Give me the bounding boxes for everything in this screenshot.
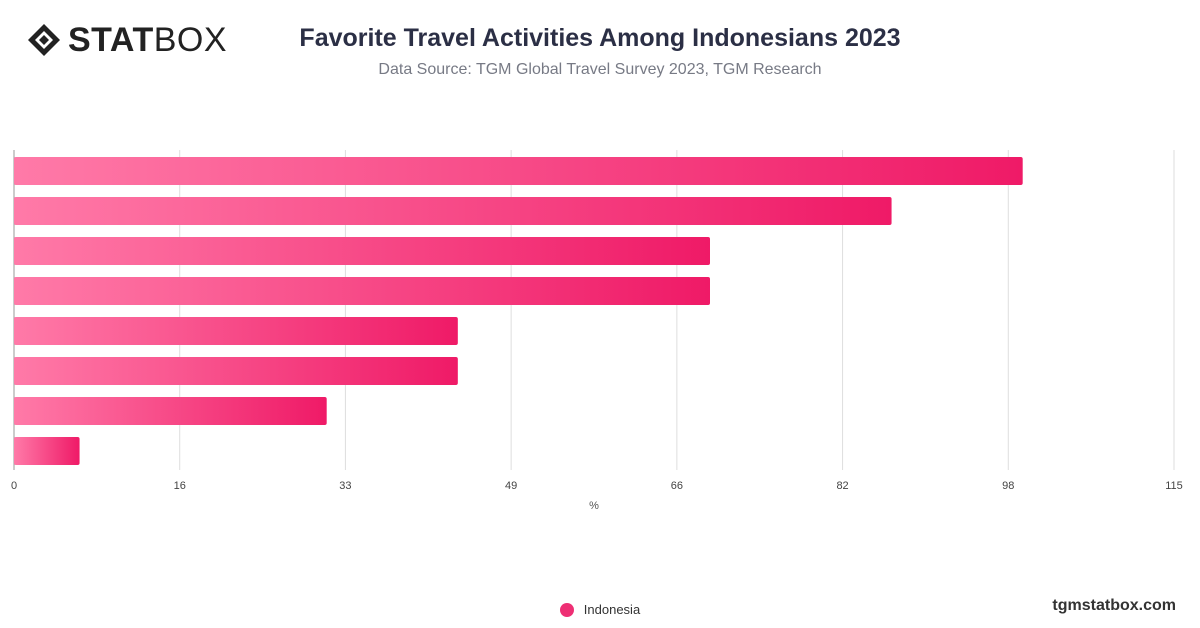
- x-tick-label: 115: [1165, 480, 1183, 492]
- bar[interactable]: [14, 397, 327, 425]
- chart-subtitle: Data Source: TGM Global Travel Survey 20…: [378, 61, 822, 78]
- bar[interactable]: [14, 157, 1023, 185]
- watermark: tgmstatbox.com: [1052, 597, 1176, 614]
- x-tick-label: 33: [339, 480, 351, 492]
- diamond-logo-icon: [28, 24, 60, 56]
- logo-wordmark: STATBOX: [68, 22, 227, 58]
- x-axis-ticks: 0 16 33 49 66 82 98 115: [11, 480, 1183, 492]
- bar[interactable]: [14, 357, 458, 385]
- x-tick-label: 98: [1002, 480, 1014, 492]
- bar[interactable]: [14, 317, 458, 345]
- statbox-logo: STATBOX: [26, 22, 227, 58]
- logo-light-text: BOX: [153, 21, 228, 59]
- logo-bold-text: STAT: [68, 21, 154, 59]
- bar[interactable]: [14, 197, 892, 225]
- bar[interactable]: [14, 237, 710, 265]
- x-tick-label: 82: [836, 480, 848, 492]
- bars: [14, 157, 1023, 465]
- x-axis-label: %: [589, 500, 599, 512]
- chart-title: Favorite Travel Activities Among Indones…: [299, 24, 901, 52]
- legend-marker: [559, 602, 574, 617]
- legend[interactable]: Indonesia: [0, 602, 1200, 622]
- x-tick-label: 16: [174, 480, 186, 492]
- legend-label: Indonesia: [583, 602, 641, 617]
- x-tick-label: 66: [671, 480, 683, 492]
- bar[interactable]: [14, 437, 80, 465]
- x-tick-label: 49: [505, 480, 517, 492]
- bar[interactable]: [14, 277, 710, 305]
- x-tick-label: 0: [11, 480, 17, 492]
